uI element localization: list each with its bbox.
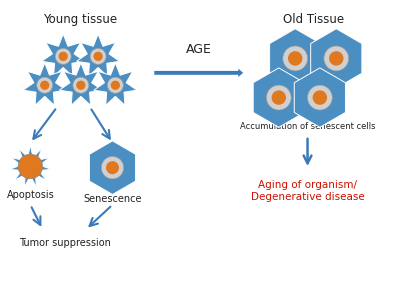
Circle shape <box>76 81 85 90</box>
Polygon shape <box>94 63 137 105</box>
Circle shape <box>111 81 120 90</box>
Circle shape <box>59 52 68 61</box>
Text: Aging of organism/
Degenerative disease: Aging of organism/ Degenerative disease <box>251 180 364 202</box>
Text: Apoptosis: Apoptosis <box>7 190 54 200</box>
Circle shape <box>93 52 103 61</box>
Text: Tumor suppression: Tumor suppression <box>20 238 111 248</box>
Circle shape <box>90 48 106 64</box>
Polygon shape <box>253 68 304 127</box>
Polygon shape <box>23 63 66 105</box>
Circle shape <box>288 51 303 66</box>
Text: Accumulation of senescent cells: Accumulation of senescent cells <box>240 122 375 131</box>
Circle shape <box>324 46 349 71</box>
Polygon shape <box>270 29 321 88</box>
Text: Senescence: Senescence <box>83 194 142 204</box>
Text: AGE: AGE <box>186 44 212 56</box>
Circle shape <box>329 51 344 66</box>
Text: Young tissue: Young tissue <box>43 13 117 26</box>
Circle shape <box>271 90 286 105</box>
Circle shape <box>283 46 308 71</box>
Polygon shape <box>89 141 136 195</box>
Polygon shape <box>59 63 103 105</box>
Polygon shape <box>9 145 51 187</box>
Circle shape <box>55 48 71 64</box>
Circle shape <box>106 161 119 174</box>
Polygon shape <box>294 68 345 127</box>
Polygon shape <box>311 29 362 88</box>
Circle shape <box>18 154 43 179</box>
Circle shape <box>266 85 291 110</box>
Polygon shape <box>76 34 120 76</box>
Polygon shape <box>42 34 85 76</box>
Text: Old Tissue: Old Tissue <box>283 13 344 26</box>
Circle shape <box>40 81 49 90</box>
Circle shape <box>107 77 123 93</box>
Circle shape <box>308 85 332 110</box>
Circle shape <box>101 156 124 179</box>
Circle shape <box>37 77 53 93</box>
Circle shape <box>73 77 89 93</box>
Circle shape <box>312 90 327 105</box>
